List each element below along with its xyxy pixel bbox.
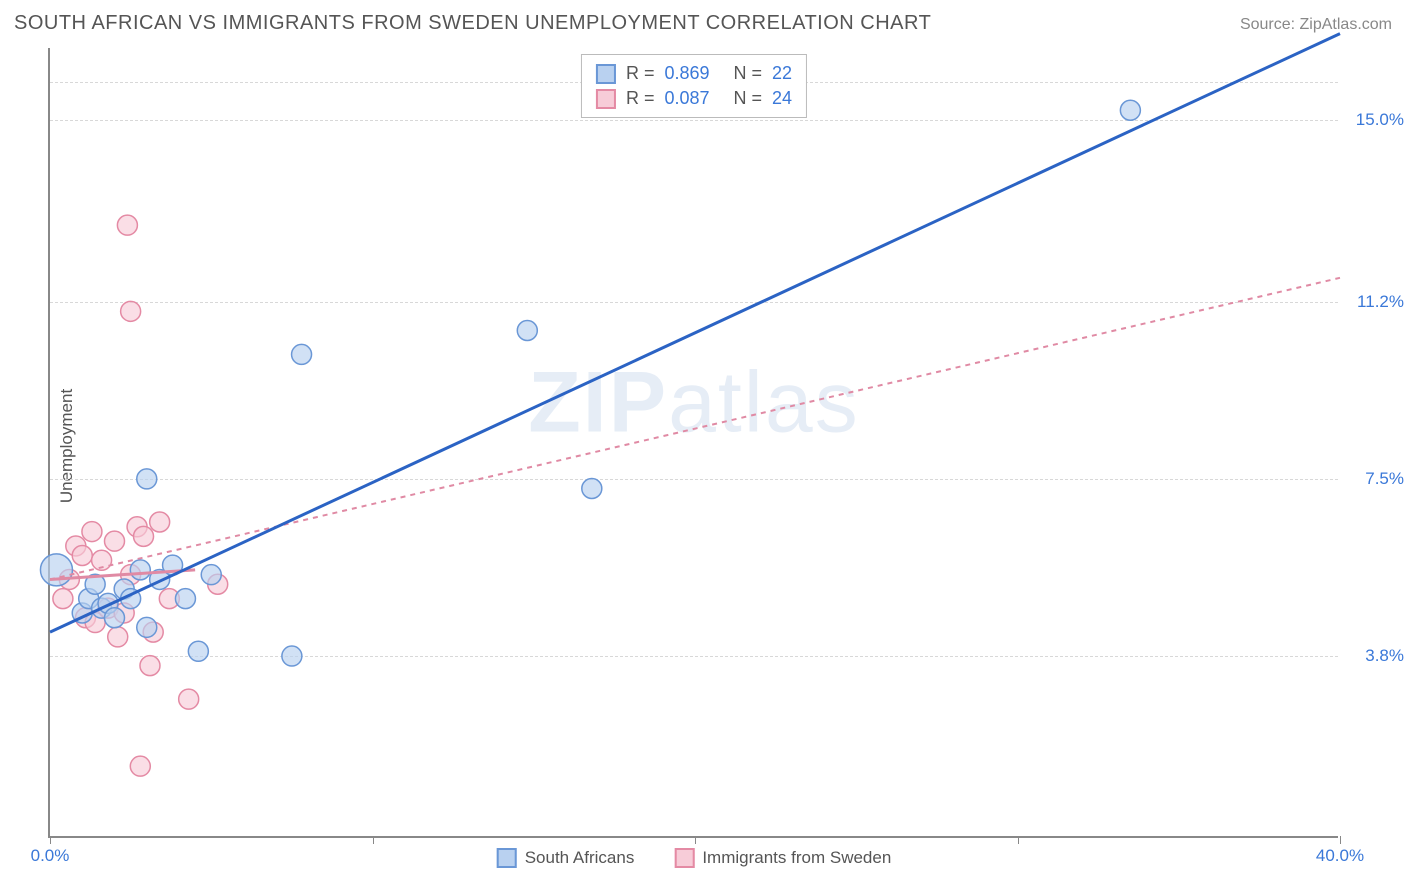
series-legend: South Africans Immigrants from Sweden bbox=[497, 848, 892, 868]
r-label: R = bbox=[626, 88, 655, 109]
legend-item-sw: Immigrants from Sweden bbox=[674, 848, 891, 868]
chart-header: SOUTH AFRICAN VS IMMIGRANTS FROM SWEDEN … bbox=[14, 12, 1392, 35]
n-label: N = bbox=[734, 63, 763, 84]
x-tick-label: 40.0% bbox=[1316, 846, 1364, 866]
plot-area: ZIPatlas 3.8%7.5%11.2%15.0% R = 0.869 N … bbox=[48, 48, 1338, 838]
r-value-sw: 0.087 bbox=[664, 88, 709, 109]
source-attribution: Source: ZipAtlas.com bbox=[1240, 16, 1392, 34]
chart-title: SOUTH AFRICAN VS IMMIGRANTS FROM SWEDEN … bbox=[14, 12, 931, 35]
y-tick-label: 11.2% bbox=[1344, 292, 1404, 312]
y-tick-label: 3.8% bbox=[1344, 646, 1404, 666]
legend-row-sw: R = 0.087 N = 24 bbox=[596, 86, 792, 111]
source-link[interactable]: ZipAtlas.com bbox=[1300, 16, 1392, 33]
legend-swatch-sa-icon bbox=[497, 848, 517, 868]
n-value-sw: 24 bbox=[772, 88, 792, 109]
r-label: R = bbox=[626, 63, 655, 84]
legend-label-sa: South Africans bbox=[525, 848, 635, 868]
legend-swatch-sw bbox=[596, 89, 616, 109]
legend-label-sw: Immigrants from Sweden bbox=[702, 848, 891, 868]
legend-swatch-sw-icon bbox=[674, 848, 694, 868]
n-value-sa: 22 bbox=[772, 63, 792, 84]
legend-item-sa: South Africans bbox=[497, 848, 635, 868]
r-value-sa: 0.869 bbox=[664, 63, 709, 84]
y-tick-label: 7.5% bbox=[1344, 469, 1404, 489]
chart-svg bbox=[50, 48, 1338, 836]
y-tick-label: 15.0% bbox=[1344, 110, 1404, 130]
legend-swatch-sa bbox=[596, 64, 616, 84]
legend-row-sa: R = 0.869 N = 22 bbox=[596, 61, 792, 86]
x-tick-label: 0.0% bbox=[31, 846, 70, 866]
n-label: N = bbox=[734, 88, 763, 109]
correlation-legend: R = 0.869 N = 22 R = 0.087 N = 24 bbox=[581, 54, 807, 118]
source-prefix: Source: bbox=[1240, 16, 1300, 33]
